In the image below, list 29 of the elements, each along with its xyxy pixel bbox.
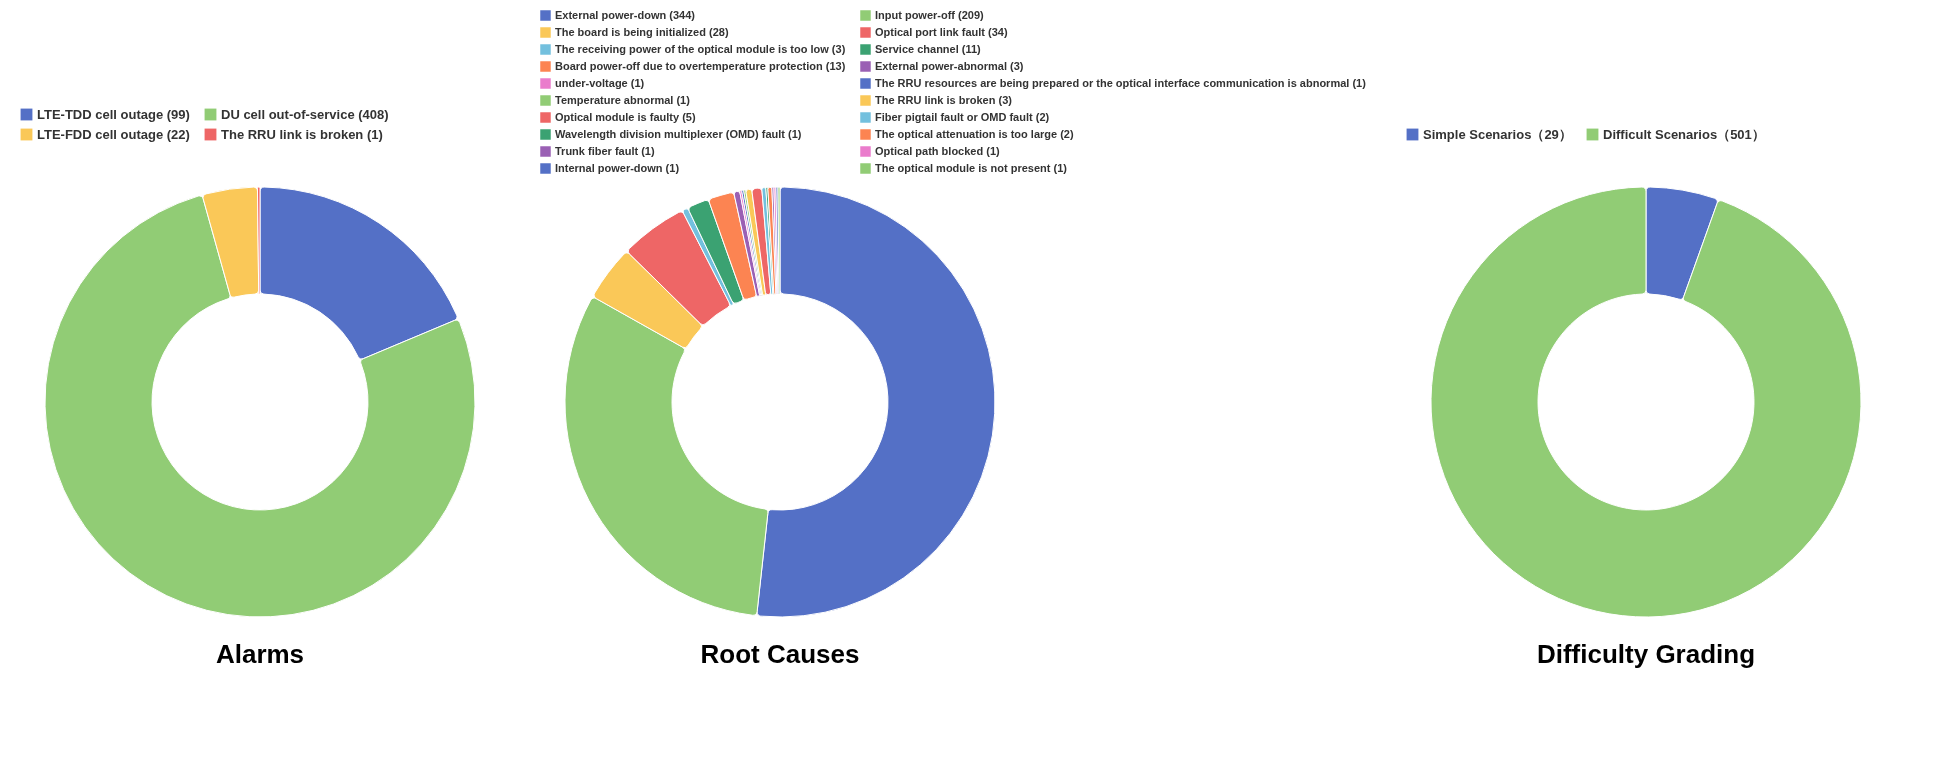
legend-label: The receiving power of the optical module is too low (3) bbox=[555, 42, 846, 55]
legend-label: LTE-FDD cell outage (22) bbox=[37, 126, 190, 142]
legend-label: The board is being initialized (28) bbox=[555, 25, 729, 38]
legend-label: Optical path blocked (1) bbox=[875, 144, 1001, 157]
text: Alarms bbox=[215, 639, 305, 669]
legend-label: External power-abnormal (3) bbox=[875, 59, 1024, 72]
legend-label: Internal power-down (1) bbox=[555, 161, 680, 174]
legend-label: Input power-off (209) bbox=[875, 8, 985, 21]
legend-label: Optical port link fault (34) bbox=[875, 25, 1008, 38]
legend-label: LTE-TDD cell outage (99) bbox=[37, 106, 190, 122]
legend-label: Simple Scenarios（29） bbox=[1423, 126, 1572, 142]
legend-label: under-voltage (1) bbox=[555, 76, 645, 89]
legend-label: Wavelength division multiplexer (OMD) fault (1) bbox=[555, 127, 802, 140]
text: Root Causes bbox=[700, 639, 860, 669]
legend-label: The optical attenuation is too large (2) bbox=[875, 127, 1074, 140]
legend-label: The optical module is not present (1) bbox=[875, 161, 1068, 174]
legend-label: DU cell out-of-service (408) bbox=[221, 106, 389, 122]
legend-label: Difficult Scenarios（501） bbox=[1603, 126, 1765, 142]
legend-label: External power-down (344) bbox=[555, 8, 696, 21]
legend-label: The RRU link is broken (1) bbox=[221, 126, 383, 142]
legend-label: Service channel (11) bbox=[875, 42, 982, 55]
text: Difficulty Grading bbox=[1536, 639, 1756, 669]
legend-label: Trunk fiber fault (1) bbox=[555, 144, 655, 157]
legend-label: Optical module is faulty (5) bbox=[555, 110, 696, 123]
legend-label: Fiber pigtail fault or OMD fault (2) bbox=[875, 110, 1050, 123]
legend-label: Board power-off due to overtemperature protection (13) bbox=[555, 59, 846, 72]
legend-label: The RRU resources are being prepared or the optical interface communication is abnormal (1) bbox=[875, 76, 1367, 89]
legend-label: The RRU link is broken (3) bbox=[875, 93, 1013, 106]
legend-label: Temperature abnormal (1) bbox=[555, 93, 691, 106]
